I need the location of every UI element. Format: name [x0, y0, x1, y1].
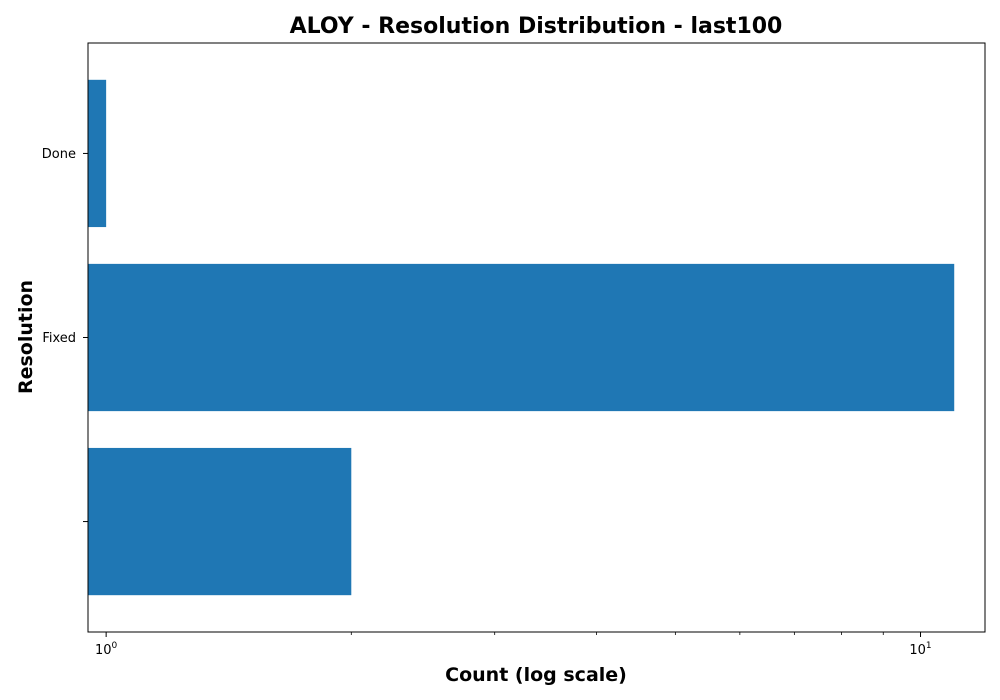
x-tick-label: 100 — [95, 641, 118, 658]
x-tick-label: 101 — [909, 641, 931, 658]
bar-fixed — [88, 263, 955, 412]
bar-blank — [88, 447, 352, 596]
chart-title: ALOY - Resolution Distribution - last100 — [290, 14, 783, 39]
x-axis-label: Count (log scale) — [445, 664, 627, 686]
y-tick-label: Fixed — [42, 331, 76, 346]
y-tick-label: Done — [42, 147, 76, 162]
y-ticks-group: Fixed Done — [42, 147, 88, 523]
x-ticks-group: 100 101 — [95, 632, 932, 658]
plot-frame — [87, 42, 986, 633]
bar-done — [88, 79, 107, 228]
bars-group — [88, 79, 955, 596]
y-axis-label: Resolution — [15, 280, 37, 394]
